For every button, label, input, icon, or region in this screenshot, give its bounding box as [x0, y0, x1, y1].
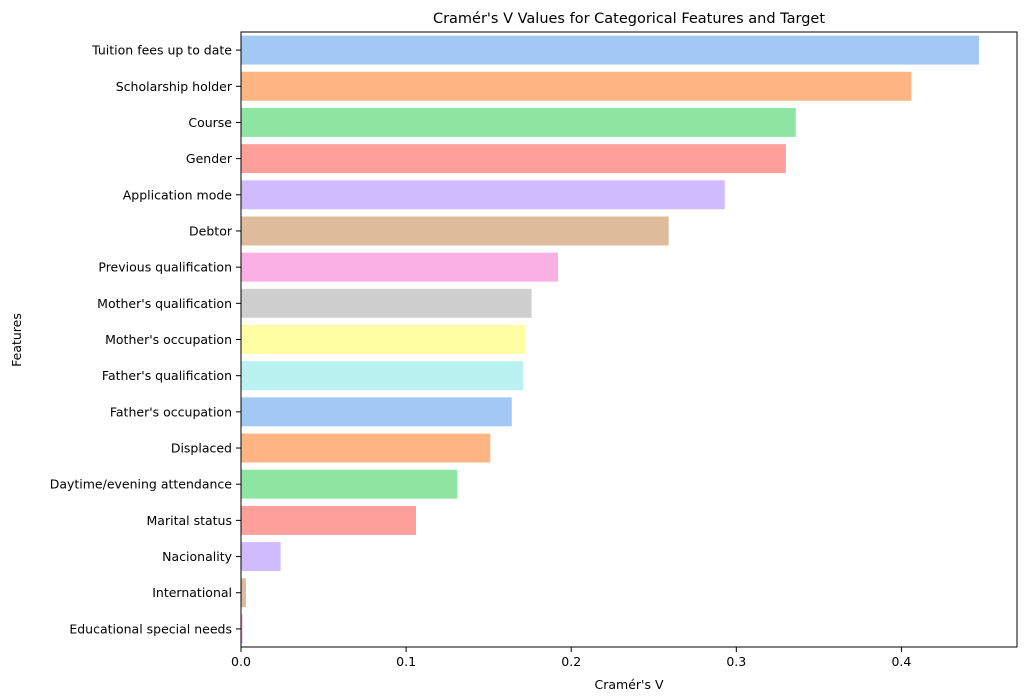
y-tick-label: Displaced	[171, 441, 232, 456]
bar-educational-special-needs	[241, 614, 243, 644]
y-tick-group: Tuition fees up to date Scholarship holde…	[50, 43, 241, 636]
x-tick-label: 0.3	[726, 654, 746, 669]
bar-father-s-occupation	[241, 397, 512, 427]
y-tick-label: Father's occupation	[110, 404, 232, 419]
bar-gender	[241, 144, 786, 174]
y-tick-label: Father's qualification	[102, 368, 232, 383]
bar-father-s-qualification	[241, 361, 524, 391]
bar-international	[241, 578, 246, 608]
x-axis-label: Cramér's V	[594, 677, 663, 692]
bar-previous-qualification	[241, 252, 559, 282]
y-tick-label: Marital status	[147, 513, 232, 528]
x-tick-label: 0.1	[396, 654, 416, 669]
bar-mother-s-occupation	[241, 325, 525, 354]
y-tick-label: Previous qualification	[98, 260, 232, 275]
bar-debtor	[241, 216, 669, 246]
y-axis-label: Features	[9, 313, 24, 367]
y-tick-label: Nacionality	[162, 549, 232, 564]
y-tick-label: Course	[188, 115, 232, 130]
bars-group	[241, 35, 980, 644]
plot-frame	[240, 31, 1018, 648]
y-tick-label: International	[152, 585, 232, 600]
y-tick-label: Daytime/evening attendance	[50, 477, 233, 492]
bar-tuition-fees-up-to-date	[241, 35, 980, 65]
y-tick-label: Mother's occupation	[105, 332, 232, 347]
x-tick-label: 0.0	[231, 654, 251, 669]
y-tick-label: Tuition fees up to date	[91, 43, 232, 58]
y-tick-label: Debtor	[189, 223, 233, 238]
bar-application-mode	[241, 180, 725, 210]
y-tick-label: Educational special needs	[69, 621, 232, 636]
y-tick-label: Mother's qualification	[97, 296, 232, 311]
bar-displaced	[241, 433, 491, 463]
y-tick-label: Scholarship holder	[116, 79, 233, 94]
bar-daytime-evening-attendance	[241, 469, 458, 499]
bar-scholarship-holder	[241, 71, 912, 101]
chart-title: Cramér's V Values for Categorical Featur…	[433, 11, 825, 27]
bar-mother-s-qualification	[241, 288, 532, 318]
bar-marital-status	[241, 505, 417, 535]
y-tick-label: Gender	[186, 151, 233, 166]
x-tick-label: 0.4	[891, 654, 911, 669]
x-tick-group: 0.0 0.1 0.2 0.3 0.4	[231, 647, 911, 669]
bar-nacionality	[241, 542, 281, 572]
x-tick-label: 0.2	[561, 654, 581, 669]
bar-course	[241, 107, 796, 137]
y-tick-label: Application mode	[123, 187, 233, 202]
